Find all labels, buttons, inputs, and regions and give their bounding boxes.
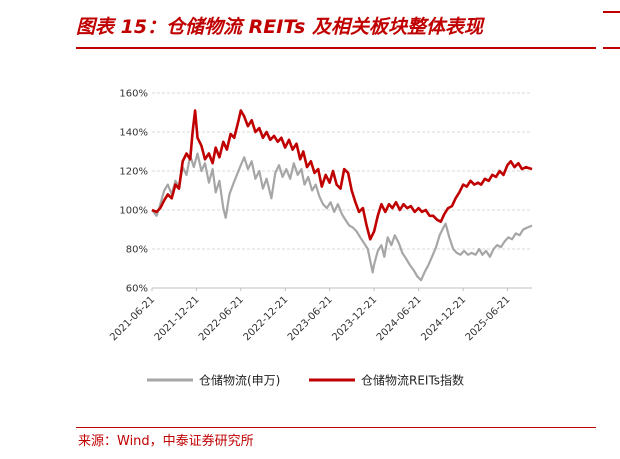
y-axis-ticks: 60% 80% 100% 120% 140% 160% (119, 89, 148, 295)
x-tick-label: 2022-12-21 (242, 294, 291, 343)
y-tick-label: 160% (119, 89, 148, 100)
header-rule (76, 47, 596, 49)
x-tick-label: 2021-06-21 (108, 294, 157, 343)
figure-title: 图表 15：仓储物流 REITs 及相关板块整体表现 (76, 16, 483, 38)
footer-rule (76, 427, 596, 428)
series-lines (151, 109, 533, 282)
x-tick-label: 2024-12-21 (419, 294, 468, 343)
x-tick-label: 2022-06-21 (197, 294, 246, 343)
grid-lines (152, 92, 532, 289)
x-tick-label: 2024-06-21 (375, 294, 424, 343)
x-axis-ticks: 2021-06-212021-12-212022-06-212022-12-21… (108, 287, 532, 343)
x-tick-label: 2021-12-21 (153, 294, 202, 343)
x-tick-label: 2023-06-21 (286, 294, 335, 343)
y-tick-label: 140% (119, 128, 148, 139)
legend-label: 仓储物流REITs指数 (361, 373, 464, 388)
y-tick-label: 100% (119, 206, 148, 217)
y-tick-label: 60% (126, 284, 148, 295)
source-note: 来源：Wind，中泰证券研究所 (78, 434, 254, 449)
series-line-gray (151, 152, 533, 282)
series-line-red (151, 109, 533, 241)
x-tick-label: 2025-06-21 (464, 294, 513, 343)
y-tick-label: 80% (126, 245, 148, 256)
header-rule-right (603, 47, 620, 49)
x-tick-label: 2023-12-21 (330, 294, 379, 343)
y-tick-label: 120% (119, 167, 148, 178)
legend: 仓储物流(申万) 仓储物流REITs指数 (147, 373, 464, 388)
legend-label: 仓储物流(申万) (199, 373, 280, 388)
header-rule-right-top (603, 11, 620, 13)
